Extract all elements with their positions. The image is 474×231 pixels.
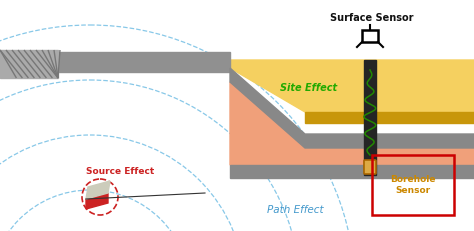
Polygon shape [230, 60, 474, 112]
Polygon shape [86, 181, 110, 199]
Polygon shape [58, 52, 230, 72]
Bar [0, 50, 58, 78]
Polygon shape [86, 193, 108, 209]
Polygon shape [230, 165, 474, 178]
Text: Borehole
Sensor: Borehole Sensor [390, 175, 436, 195]
Bar [372, 155, 454, 215]
Polygon shape [230, 68, 474, 148]
FancyBboxPatch shape [362, 30, 378, 42]
Text: Source Effect: Source Effect [86, 167, 154, 176]
Text: Surface Sensor: Surface Sensor [330, 13, 414, 23]
Polygon shape [305, 112, 474, 123]
Bar [364, 60, 376, 175]
Text: Site Effect: Site Effect [280, 83, 337, 93]
FancyBboxPatch shape [364, 160, 376, 174]
Polygon shape [230, 82, 474, 165]
Text: Path Effect: Path Effect [267, 205, 323, 215]
